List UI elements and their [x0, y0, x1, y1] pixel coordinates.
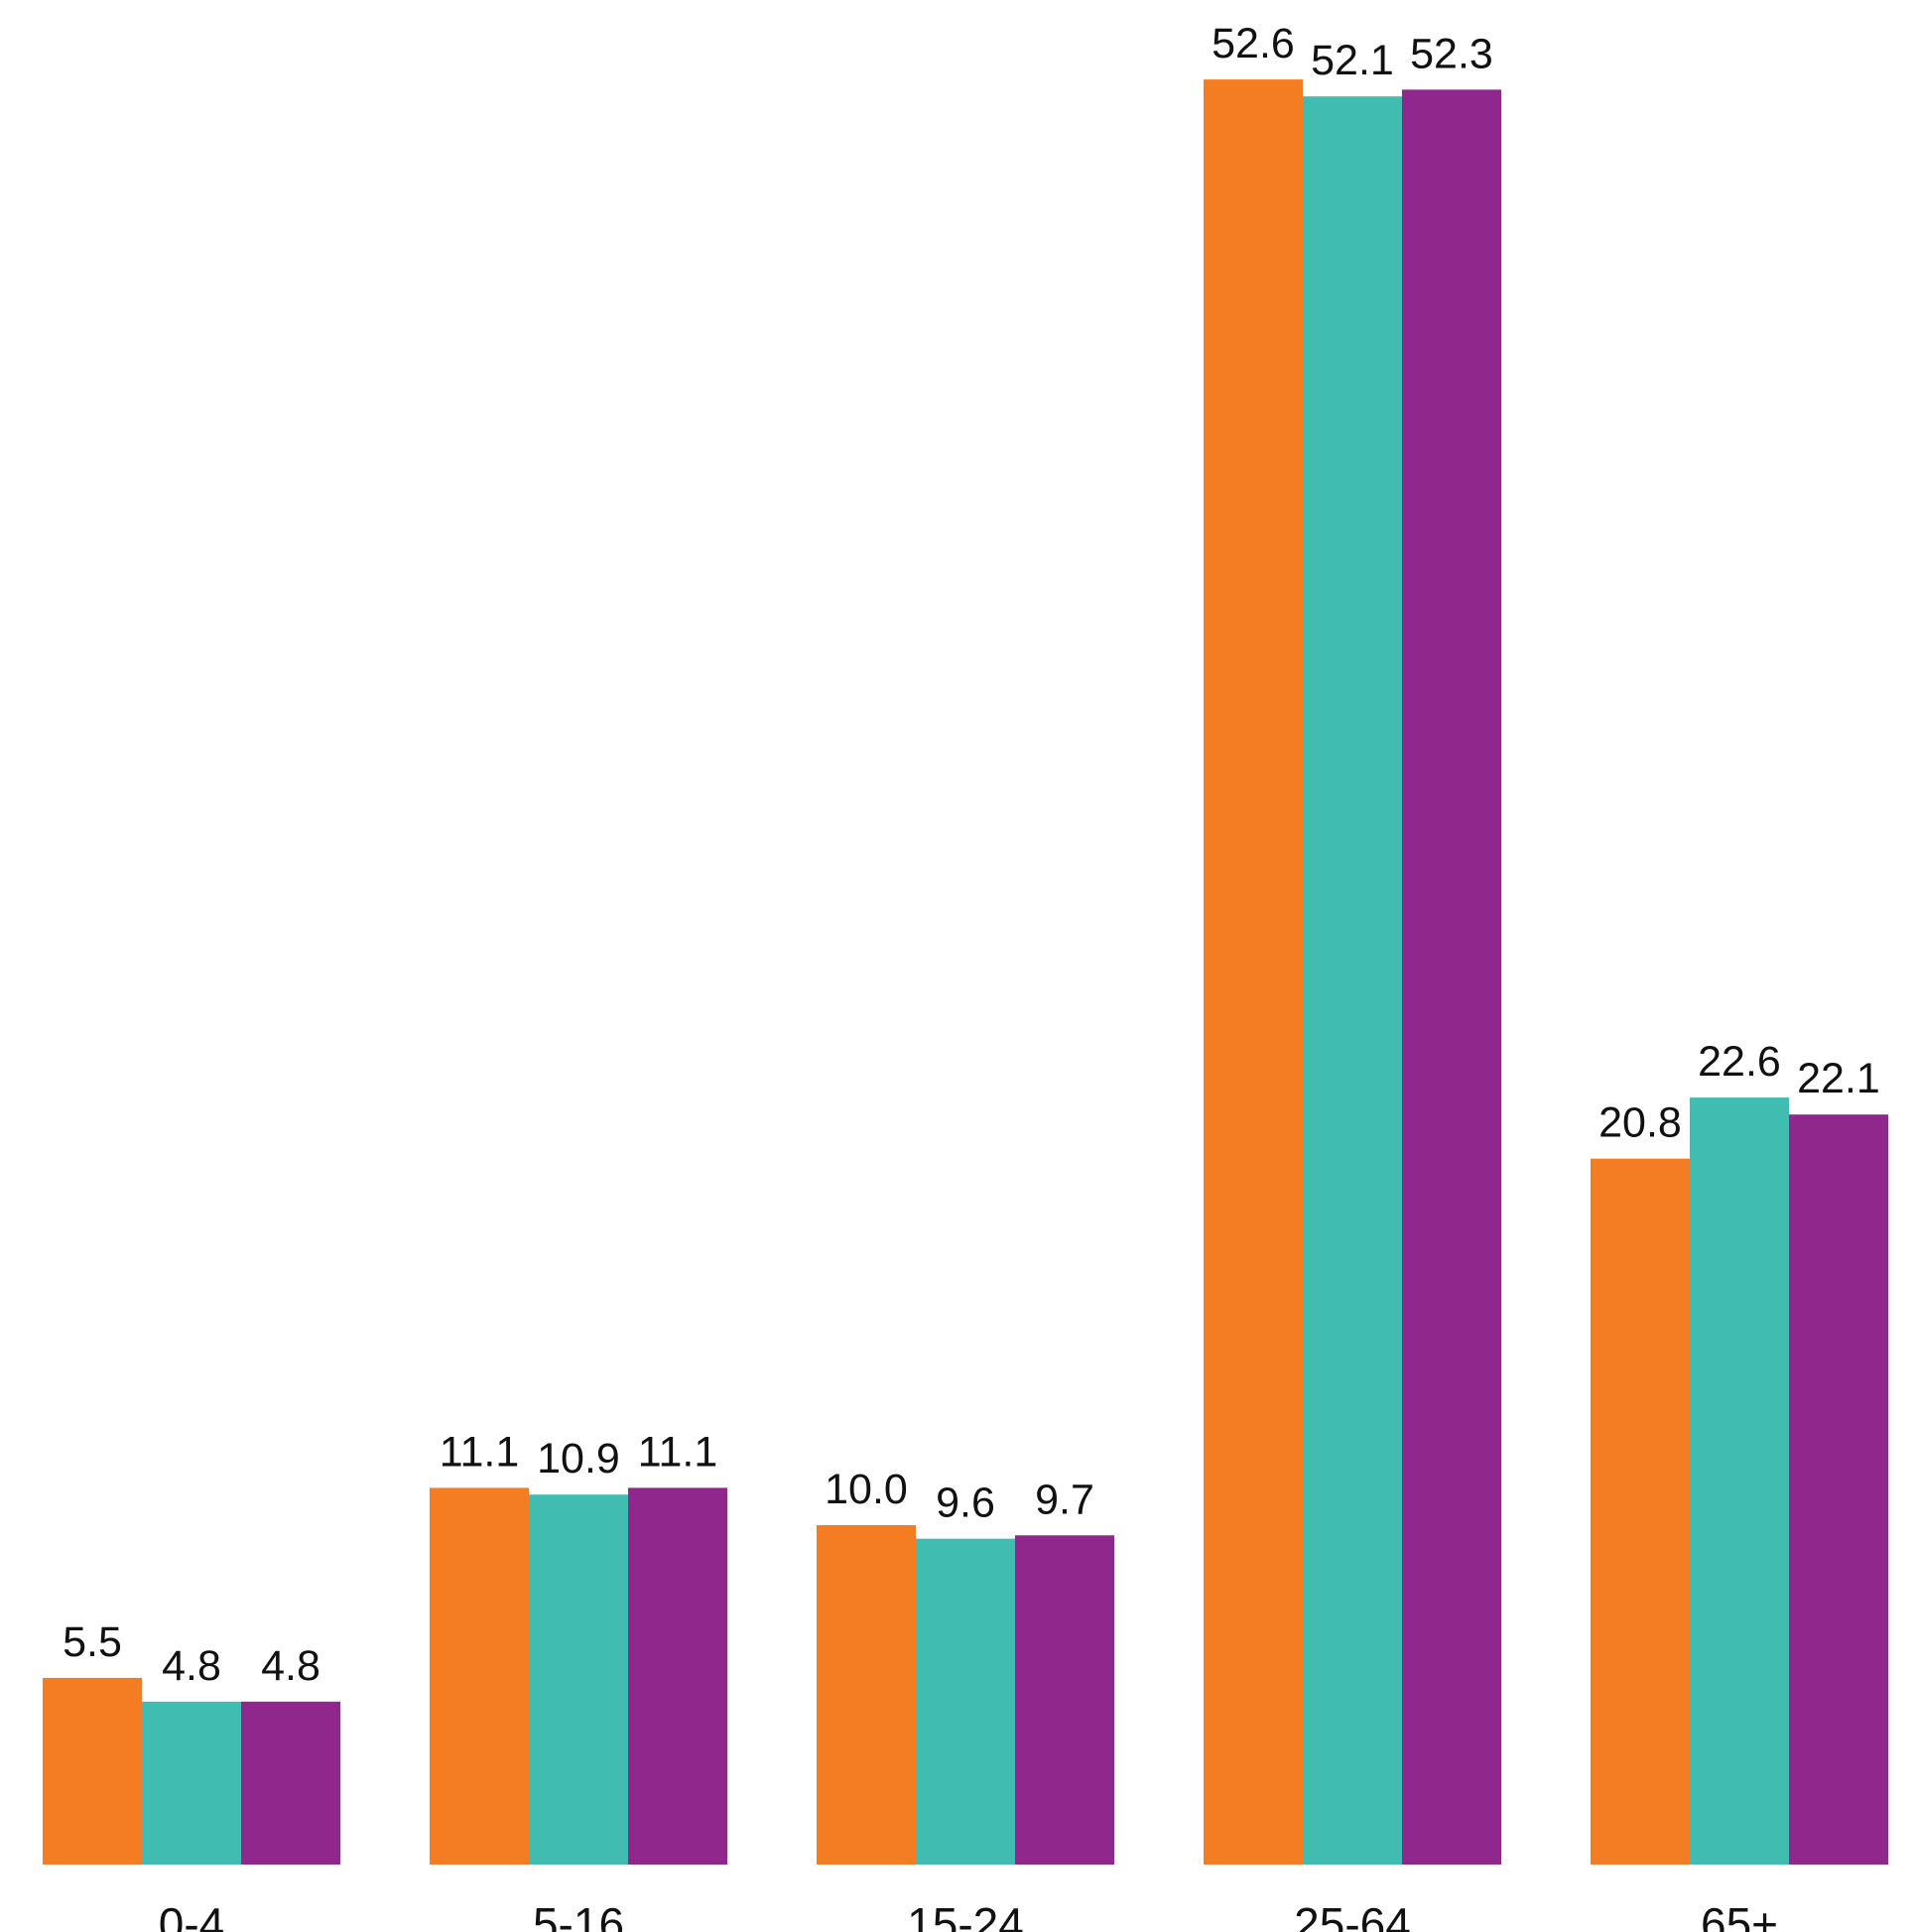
- bar-5-16-series-2: [529, 1494, 628, 1865]
- value-label-0-4-series-2: 4.8: [162, 1642, 221, 1690]
- x-tick-label-25-64: 25-64: [1294, 1898, 1411, 1932]
- bar-65+-series-3: [1789, 1114, 1888, 1865]
- bar-25-64-series-2: [1303, 96, 1402, 1865]
- bar-25-64-series-1: [1204, 79, 1303, 1866]
- value-label-15-24-series-2: 9.6: [936, 1480, 995, 1527]
- bar-5-16-series-1: [430, 1487, 529, 1865]
- value-label-65+-series-1: 20.8: [1598, 1099, 1682, 1147]
- value-label-0-4-series-1: 5.5: [63, 1618, 122, 1666]
- value-label-25-64-series-1: 52.6: [1212, 20, 1295, 67]
- value-label-5-16-series-1: 11.1: [440, 1428, 520, 1476]
- bar-65+-series-2: [1690, 1097, 1789, 1865]
- value-label-15-24-series-3: 9.7: [1035, 1476, 1094, 1523]
- x-axis-tick-labels: 0-4 5-16 15-24 25-64 65+: [159, 1898, 1778, 1932]
- value-label-65+-series-3: 22.1: [1797, 1055, 1880, 1102]
- x-tick-label-5-16: 5-16: [533, 1898, 624, 1932]
- bar-0-4-series-2: [142, 1701, 241, 1865]
- bar-0-4-series-1: [43, 1677, 142, 1865]
- value-label-5-16-series-3: 11.1: [638, 1428, 718, 1476]
- x-tick-label-65+: 65+: [1701, 1898, 1778, 1932]
- value-label-5-16-series-2: 10.9: [537, 1435, 620, 1482]
- value-label-15-24-series-1: 10.0: [825, 1466, 908, 1513]
- x-tick-label-0-4: 0-4: [159, 1898, 224, 1932]
- value-label-65+-series-2: 22.6: [1698, 1038, 1781, 1086]
- value-label-25-64-series-2: 52.1: [1311, 37, 1394, 84]
- bar-65+-series-1: [1591, 1158, 1690, 1865]
- bar-15-24-series-1: [817, 1525, 916, 1865]
- value-labels-group: 5.5 4.8 4.8 11.1 10.9 11.1 10.0 9.6 9.7 52.6 52.1 5…: [63, 20, 1880, 1690]
- bar-0-4-series-3: [241, 1701, 340, 1865]
- value-label-25-64-series-3: 52.3: [1410, 30, 1493, 77]
- x-tick-label-15-24: 15-24: [907, 1898, 1024, 1932]
- bar-25-64-series-3: [1402, 89, 1501, 1866]
- value-label-0-4-series-3: 4.8: [261, 1642, 320, 1690]
- bar-15-24-series-2: [916, 1538, 1015, 1865]
- bar-15-24-series-3: [1015, 1535, 1114, 1865]
- bars-group: [43, 79, 1888, 1866]
- bar-5-16-series-3: [628, 1487, 727, 1865]
